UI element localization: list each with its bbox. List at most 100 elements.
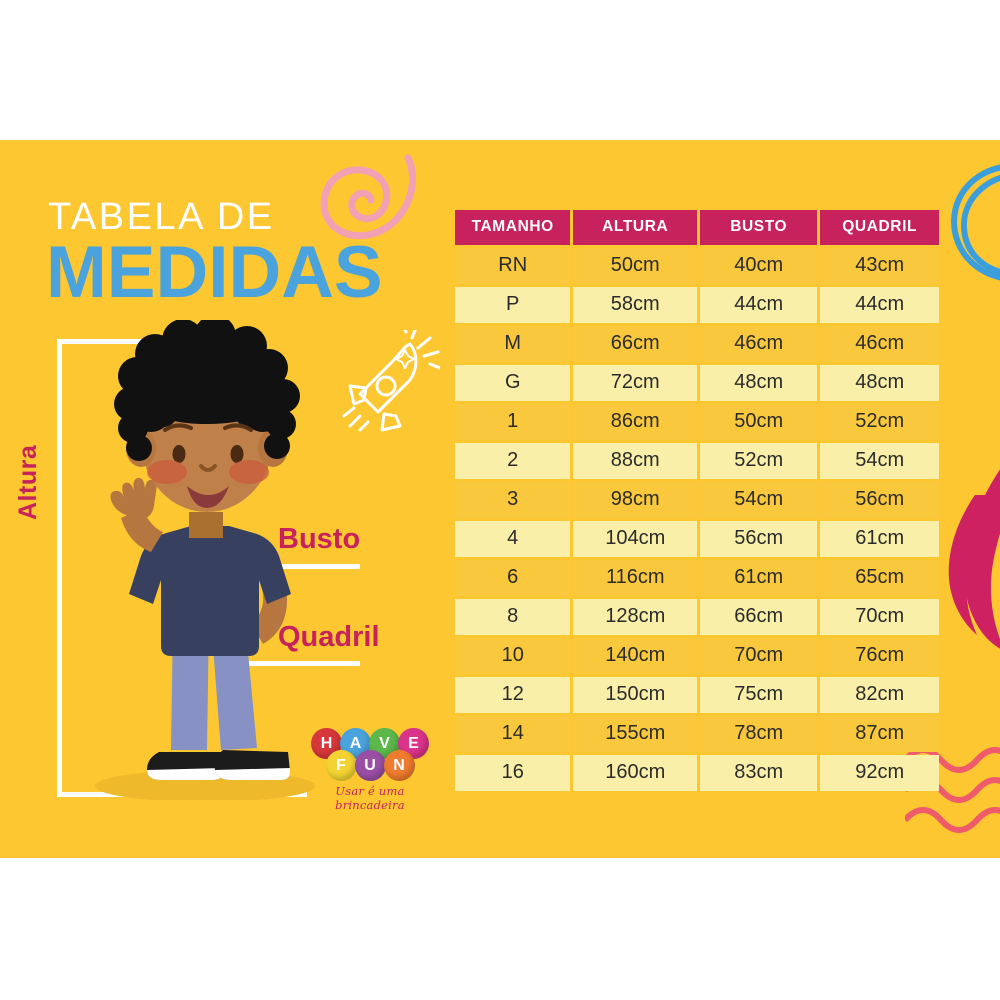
height-label: Altura xyxy=(14,444,42,520)
cell-busto: 75cm xyxy=(700,677,818,713)
cell-quadril: 44cm xyxy=(820,287,939,323)
table-row: G 72cm 48cm 48cm xyxy=(455,365,939,401)
table-row: 8 128cm 66cm 70cm xyxy=(455,599,939,635)
table-header: TAMANHO ALTURA BUSTO QUADRIL xyxy=(455,210,939,245)
table-row: 14 155cm 78cm 87cm xyxy=(455,716,939,752)
cell-busto: 50cm xyxy=(700,404,818,440)
cell-tamanho: 14 xyxy=(455,716,571,752)
yellow-canvas: TABELA DE MEDIDAS Altura Busto Quadril xyxy=(0,140,1000,858)
hip-leader-line xyxy=(238,661,360,666)
white-rocket-icon xyxy=(342,330,440,432)
cell-altura: 50cm xyxy=(573,248,698,284)
cell-tamanho: 12 xyxy=(455,677,571,713)
size-chart-table: TAMANHO ALTURA BUSTO QUADRIL RN 50cm 40cm 4… xyxy=(452,207,942,794)
bust-leader-line xyxy=(228,564,360,569)
column-header-busto: BUSTO xyxy=(700,210,818,245)
cell-busto: 44cm xyxy=(700,287,818,323)
column-header-quadril: QUADRIL xyxy=(820,210,939,245)
cell-quadril: 48cm xyxy=(820,365,939,401)
hip-label: Quadril xyxy=(278,621,380,653)
page-title: TABELA DE MEDIDAS xyxy=(46,196,383,313)
cell-altura: 98cm xyxy=(573,482,698,518)
cell-altura: 58cm xyxy=(573,287,698,323)
table-header-row: TAMANHO ALTURA BUSTO QUADRIL xyxy=(455,210,939,245)
cell-busto: 83cm xyxy=(700,755,818,791)
cell-tamanho: 2 xyxy=(455,443,571,479)
table-row: 3 98cm 54cm 56cm xyxy=(455,482,939,518)
table-row: 16 160cm 83cm 92cm xyxy=(455,755,939,791)
blue-scribble-circle-icon xyxy=(951,164,1000,281)
column-header-altura: ALTURA xyxy=(573,210,698,245)
cell-busto: 61cm xyxy=(700,560,818,596)
cell-busto: 56cm xyxy=(700,521,818,557)
cell-busto: 40cm xyxy=(700,248,818,284)
cell-quadril: 76cm xyxy=(820,638,939,674)
cell-tamanho: M xyxy=(455,326,571,362)
table-row: 1 86cm 50cm 52cm xyxy=(455,404,939,440)
cell-altura: 88cm xyxy=(573,443,698,479)
cell-quadril: 92cm xyxy=(820,755,939,791)
table-row: 12 150cm 75cm 82cm xyxy=(455,677,939,713)
table-row: P 58cm 44cm 44cm xyxy=(455,287,939,323)
bust-label: Busto xyxy=(278,523,361,555)
cell-busto: 46cm xyxy=(700,326,818,362)
cell-altura: 150cm xyxy=(573,677,698,713)
crimson-brush-stroke-icon xyxy=(948,469,1000,649)
cell-quadril: 70cm xyxy=(820,599,939,635)
cell-tamanho: RN xyxy=(455,248,571,284)
cell-quadril: 56cm xyxy=(820,482,939,518)
title-line-2: MEDIDAS xyxy=(46,232,383,313)
cell-busto: 48cm xyxy=(700,365,818,401)
title-line-1: TABELA DE xyxy=(48,196,275,238)
height-bracket-top xyxy=(57,339,199,344)
logo-letter-f: F xyxy=(325,750,357,781)
cell-busto: 66cm xyxy=(700,599,818,635)
cell-quadril: 43cm xyxy=(820,248,939,284)
cell-altura: 104cm xyxy=(573,521,698,557)
cell-tamanho: P xyxy=(455,287,571,323)
cell-busto: 52cm xyxy=(700,443,818,479)
cell-tamanho: 4 xyxy=(455,521,571,557)
boy-illustration xyxy=(95,320,315,800)
cell-tamanho: 16 xyxy=(455,755,571,791)
table-row: RN 50cm 40cm 43cm xyxy=(455,248,939,284)
cell-busto: 54cm xyxy=(700,482,818,518)
logo-letter-u: U xyxy=(354,750,386,781)
cell-quadril: 52cm xyxy=(820,404,939,440)
height-bracket-line xyxy=(57,339,62,797)
brand-logo: H A V E F U N Usar é uma brincadeira xyxy=(300,728,440,812)
cell-quadril: 61cm xyxy=(820,521,939,557)
cell-quadril: 82cm xyxy=(820,677,939,713)
table-body: RN 50cm 40cm 43cm P 58cm 44cm 44cm M 66cm 46cm 46cm… xyxy=(455,248,939,791)
cell-altura: 160cm xyxy=(573,755,698,791)
cell-quadril: 65cm xyxy=(820,560,939,596)
table-row: 2 88cm 52cm 54cm xyxy=(455,443,939,479)
table-row: 10 140cm 70cm 76cm xyxy=(455,638,939,674)
cell-altura: 66cm xyxy=(573,326,698,362)
cell-altura: 86cm xyxy=(573,404,698,440)
cell-busto: 70cm xyxy=(700,638,818,674)
cell-quadril: 54cm xyxy=(820,443,939,479)
cell-quadril: 87cm xyxy=(820,716,939,752)
table-row: 6 116cm 61cm 65cm xyxy=(455,560,939,596)
logo-tagline: Usar é uma brincadeira xyxy=(335,784,405,812)
cell-quadril: 46cm xyxy=(820,326,939,362)
cell-altura: 140cm xyxy=(573,638,698,674)
cell-tamanho: G xyxy=(455,365,571,401)
table-row: M 66cm 46cm 46cm xyxy=(455,326,939,362)
logo-letter-n: N xyxy=(383,750,415,781)
cell-busto: 78cm xyxy=(700,716,818,752)
cell-altura: 128cm xyxy=(573,599,698,635)
cell-altura: 116cm xyxy=(573,560,698,596)
column-header-tamanho: TAMANHO xyxy=(455,210,571,245)
cell-altura: 155cm xyxy=(573,716,698,752)
logo-row-fun: F U N xyxy=(300,750,440,781)
table-row: 4 104cm 56cm 61cm xyxy=(455,521,939,557)
cell-tamanho: 8 xyxy=(455,599,571,635)
cell-tamanho: 10 xyxy=(455,638,571,674)
cell-altura: 72cm xyxy=(573,365,698,401)
cell-tamanho: 1 xyxy=(455,404,571,440)
cell-tamanho: 3 xyxy=(455,482,571,518)
cell-tamanho: 6 xyxy=(455,560,571,596)
